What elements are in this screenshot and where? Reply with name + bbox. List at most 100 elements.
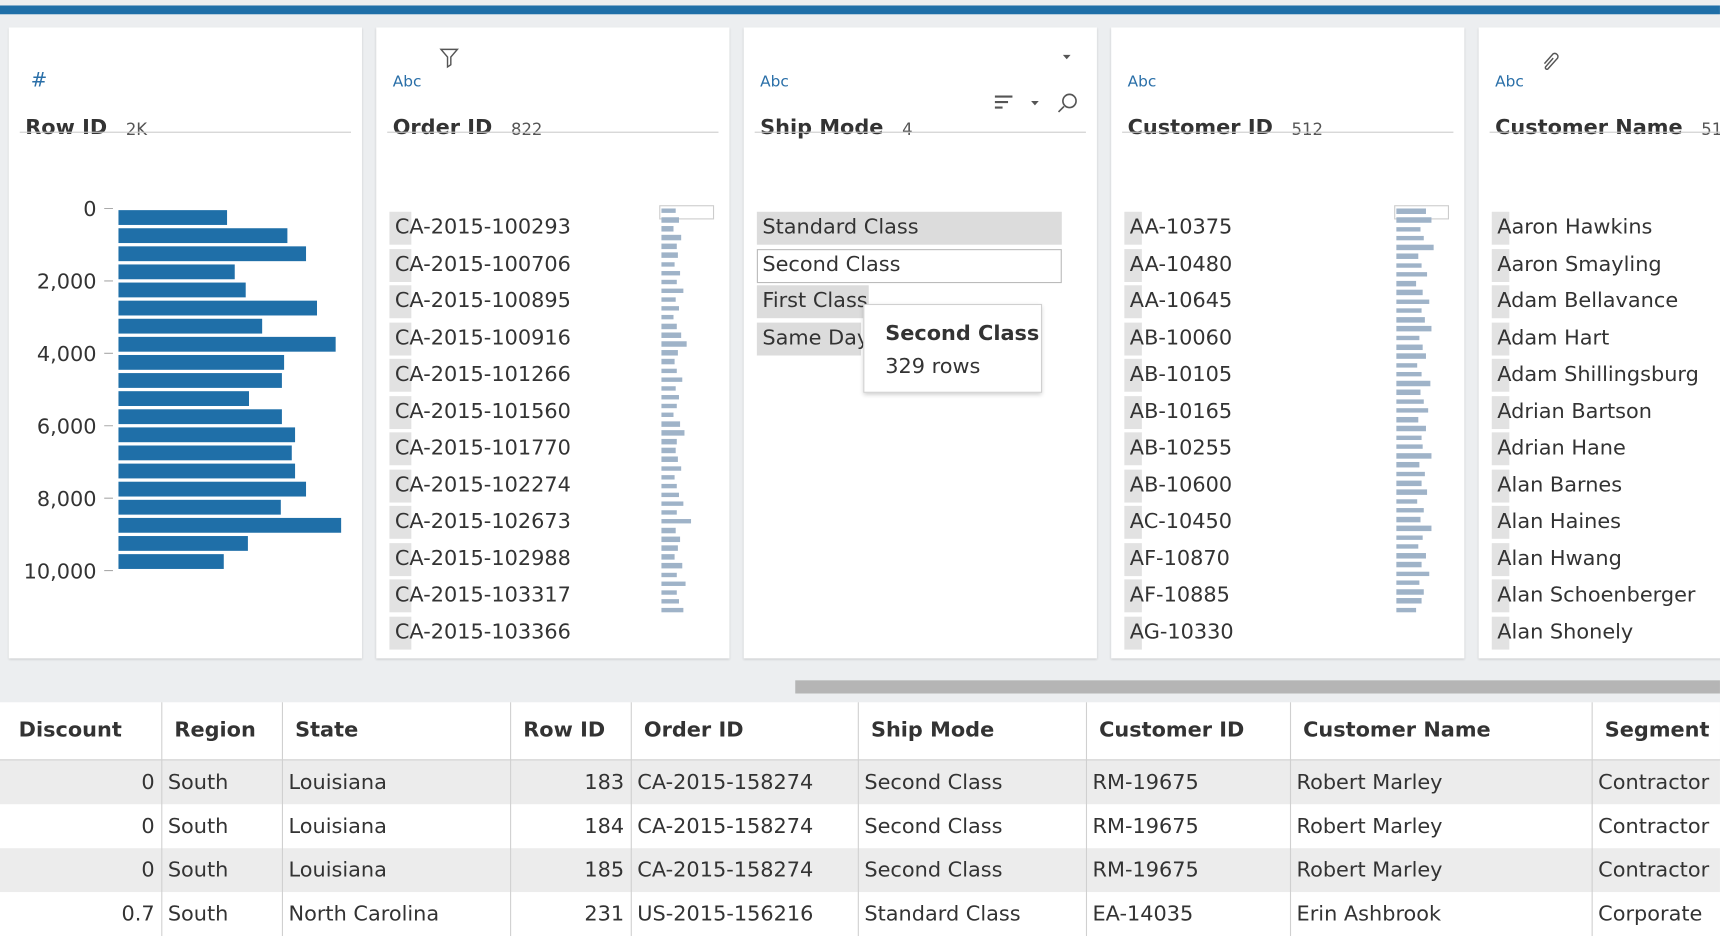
histogram-bar — [118, 300, 318, 316]
value-label[interactable]: Second Class — [762, 251, 901, 276]
mini-bar — [1396, 235, 1424, 241]
mini-bar — [1396, 444, 1424, 450]
column-header[interactable]: Discount — [18, 717, 122, 742]
column-header[interactable]: Ship Mode — [870, 717, 995, 742]
mini-bar — [661, 590, 677, 595]
table-cell: Contractor — [1598, 858, 1710, 883]
value-shade — [389, 285, 412, 319]
value-label[interactable]: CA-2015-100895 — [394, 288, 571, 313]
value-label[interactable]: Adrian Hane — [1497, 435, 1626, 460]
mini-bar — [661, 332, 682, 338]
table-cell: 185 — [584, 858, 625, 883]
sort-icon[interactable] — [994, 95, 1013, 109]
hover-outline[interactable] — [756, 248, 1062, 283]
table-cell: 184 — [584, 814, 625, 839]
value-label[interactable]: Aaron Smayling — [1497, 251, 1662, 276]
mini-bar — [661, 572, 678, 578]
value-label[interactable]: Aaron Hawkins — [1497, 215, 1653, 240]
value-label[interactable]: Alan Shonely — [1497, 619, 1634, 644]
value-label[interactable]: AB-10060 — [1129, 325, 1233, 350]
value-label[interactable]: CA-2015-100293 — [394, 215, 571, 240]
value-label[interactable]: Standard Class — [762, 215, 919, 240]
mini-bar — [661, 297, 676, 303]
mini-bar — [1396, 308, 1422, 314]
value-label[interactable]: CA-2015-100706 — [394, 251, 571, 276]
value-label[interactable]: CA-2015-101560 — [394, 398, 571, 424]
mini-bar — [1396, 535, 1424, 541]
value-label[interactable]: CA-2015-102274 — [394, 472, 571, 497]
type-icon: Abc — [760, 73, 789, 92]
value-label[interactable]: CA-2015-102673 — [394, 509, 571, 534]
mini-bar — [1396, 553, 1426, 559]
sort-caret[interactable] — [1031, 100, 1039, 106]
header-icons — [1543, 52, 1559, 70]
mini-bar — [661, 368, 678, 374]
mini-bar — [1396, 598, 1423, 604]
mini-bar — [661, 536, 681, 542]
column-header[interactable]: Region — [174, 717, 256, 742]
table-cell: Standard Class — [864, 901, 1021, 927]
search-icon[interactable] — [1062, 93, 1077, 109]
mini-bar — [661, 385, 676, 391]
column-divider — [857, 702, 859, 936]
profile-card: # Row ID 2K 0 2,000 4,000 6,000 8,000 10,000 — [8, 27, 362, 659]
value-label[interactable]: Alan Hwang — [1497, 545, 1622, 571]
column-header[interactable]: State — [295, 717, 359, 742]
field-name: Row ID — [25, 115, 108, 140]
mini-bar — [1396, 317, 1425, 323]
value-label[interactable]: AB-10165 — [1129, 398, 1233, 424]
value-label[interactable]: Adam Hart — [1497, 325, 1610, 350]
value-shade — [1491, 211, 1510, 245]
column-header[interactable]: Row ID — [523, 717, 606, 742]
value-label[interactable]: AB-10105 — [1129, 362, 1233, 387]
value-label[interactable]: Adam Bellavance — [1497, 288, 1679, 313]
value-label[interactable]: AB-10255 — [1129, 435, 1233, 460]
mini-bar — [1396, 471, 1425, 477]
value-label[interactable]: AA-10645 — [1129, 288, 1233, 313]
profile-card: Abc Customer Name 512 Aaron Hawkins Aaron Sm… — [1478, 27, 1720, 659]
column-header[interactable]: Order ID — [643, 717, 744, 742]
value-label[interactable]: CA-2015-103317 — [394, 582, 571, 607]
value-label[interactable]: AF-10870 — [1129, 545, 1230, 571]
mini-bar — [1396, 344, 1424, 350]
value-label[interactable]: AA-10375 — [1129, 215, 1233, 240]
data-grid: Discount Region State Row ID Order ID Ship Mo… — [0, 702, 1720, 936]
value-shade — [389, 505, 412, 539]
filter-icon[interactable] — [439, 48, 459, 69]
value-label[interactable]: AC-10450 — [1129, 509, 1233, 534]
column-header[interactable]: Customer Name — [1303, 717, 1491, 742]
mini-bar — [661, 554, 675, 560]
table-cell: RM-19675 — [1092, 770, 1199, 795]
value-label[interactable]: AG-10330 — [1129, 619, 1234, 644]
column-header[interactable]: Segment — [1604, 717, 1710, 742]
value-label[interactable]: Alan Haines — [1497, 509, 1622, 534]
menu-caret[interactable] — [1062, 54, 1071, 60]
mini-bar — [661, 483, 677, 489]
value-label[interactable]: AB-10600 — [1129, 472, 1233, 497]
value-label[interactable]: AF-10885 — [1129, 582, 1230, 607]
value-label[interactable]: CA-2015-103366 — [394, 619, 571, 644]
mini-bar — [661, 208, 676, 214]
value-label[interactable]: Same Day — [762, 325, 870, 350]
value-label[interactable]: Adrian Bartson — [1497, 398, 1652, 424]
scrollbar[interactable] — [795, 680, 1720, 694]
value-label[interactable]: CA-2015-101770 — [394, 435, 571, 460]
value-shade — [389, 358, 412, 392]
column-header[interactable]: Customer ID — [1099, 717, 1245, 742]
value-label[interactable]: CA-2015-101266 — [394, 362, 571, 387]
value-label[interactable]: First Class — [762, 288, 868, 313]
mini-bar — [661, 226, 674, 232]
value-label[interactable]: Alan Schoenberger — [1497, 582, 1696, 607]
table-cell: Louisiana — [288, 814, 387, 839]
type-icon: Abc — [1495, 73, 1524, 92]
value-label[interactable]: CA-2015-102988 — [394, 545, 571, 571]
value-label[interactable]: CA-2015-100916 — [394, 325, 571, 350]
table-cell: Robert Marley — [1296, 770, 1443, 795]
mini-bar — [661, 465, 682, 471]
value-shade — [1124, 505, 1142, 539]
mini-bar — [661, 607, 684, 613]
value-shade — [1124, 432, 1142, 466]
value-label[interactable]: Alan Barnes — [1497, 472, 1623, 497]
value-label[interactable]: AA-10480 — [1129, 251, 1233, 276]
value-label[interactable]: Adam Shillingsburg — [1497, 362, 1699, 387]
